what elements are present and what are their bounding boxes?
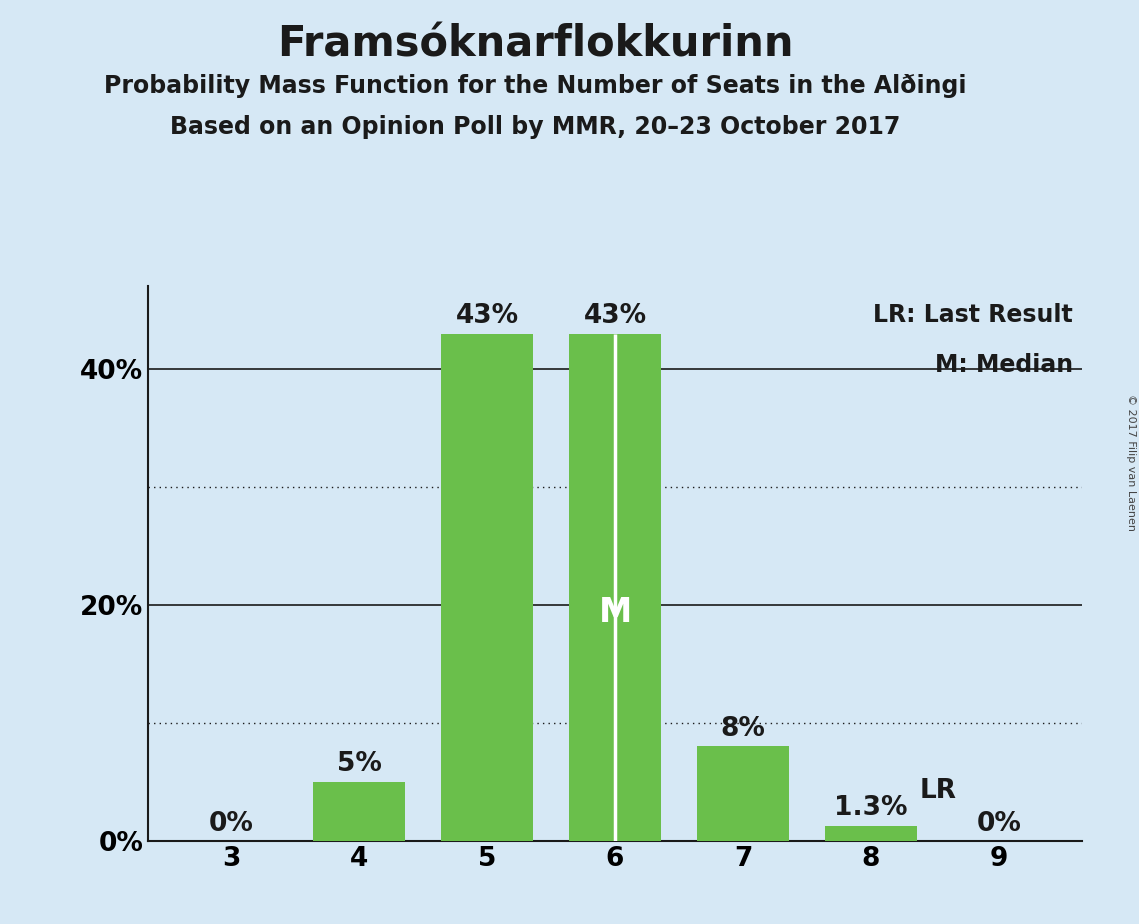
Text: 43%: 43%: [456, 303, 518, 329]
Bar: [313, 782, 405, 841]
Text: 1.3%: 1.3%: [834, 795, 908, 821]
Text: LR: LR: [919, 778, 957, 804]
Text: Based on an Opinion Poll by MMR, 20–23 October 2017: Based on an Opinion Poll by MMR, 20–23 O…: [170, 115, 901, 139]
Bar: [697, 747, 789, 841]
Text: 0%: 0%: [208, 811, 254, 837]
Text: M: M: [598, 596, 632, 629]
Text: M: Median: M: Median: [935, 353, 1073, 377]
Bar: [441, 334, 533, 841]
Bar: [570, 334, 661, 841]
Text: Framsóknarflokkurinn: Framsóknarflokkurinn: [277, 23, 794, 65]
Text: 0%: 0%: [976, 811, 1022, 837]
Bar: [825, 825, 917, 841]
Text: © 2017 Filip van Laenen: © 2017 Filip van Laenen: [1126, 394, 1136, 530]
Text: 43%: 43%: [583, 303, 647, 329]
Text: 8%: 8%: [721, 716, 765, 742]
Text: LR: Last Result: LR: Last Result: [872, 303, 1073, 327]
Text: Probability Mass Function for the Number of Seats in the Alðingi: Probability Mass Function for the Number…: [104, 74, 967, 98]
Text: 5%: 5%: [337, 751, 382, 777]
